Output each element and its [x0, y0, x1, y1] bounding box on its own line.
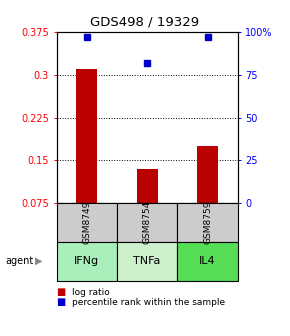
Text: percentile rank within the sample: percentile rank within the sample	[72, 298, 226, 307]
Bar	[197, 146, 218, 203]
Bar	[76, 69, 97, 203]
Text: TNFa: TNFa	[133, 256, 161, 266]
Text: GDS498 / 19329: GDS498 / 19329	[90, 15, 200, 28]
Text: GSM8754: GSM8754	[143, 201, 152, 244]
Bar	[137, 169, 158, 203]
Text: agent: agent	[6, 256, 34, 266]
Text: GSM8759: GSM8759	[203, 201, 212, 244]
Text: log ratio: log ratio	[72, 288, 110, 297]
Text: ■: ■	[57, 287, 66, 297]
Text: ▶: ▶	[35, 256, 43, 266]
Text: ■: ■	[57, 297, 66, 307]
Text: IFNg: IFNg	[74, 256, 99, 266]
Text: GSM8749: GSM8749	[82, 201, 91, 244]
Text: IL4: IL4	[199, 256, 216, 266]
